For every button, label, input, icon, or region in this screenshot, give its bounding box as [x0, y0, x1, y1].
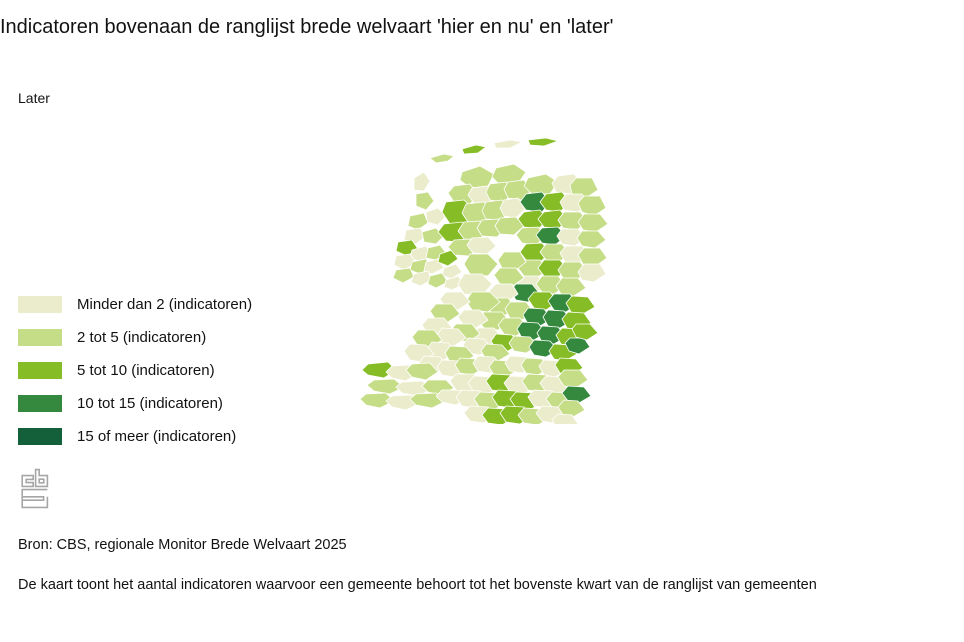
legend-swatch-icon — [18, 395, 62, 412]
legend-item[interactable]: 15 of meer (indicatoren) — [18, 420, 252, 453]
legend-swatch-icon — [18, 296, 62, 313]
chart-footnote: De kaart toont het aantal indicatoren wa… — [18, 577, 817, 593]
legend-item[interactable]: Minder dan 2 (indicatoren) — [18, 288, 252, 321]
legend-item-label: 10 tot 15 (indicatoren) — [77, 395, 223, 412]
map-svg — [359, 137, 609, 424]
legend-item[interactable]: 2 tot 5 (indicatoren) — [18, 321, 252, 354]
legend-item-label: 15 of meer (indicatoren) — [77, 428, 237, 445]
legend-swatch-icon — [18, 362, 62, 379]
chart-subtitle: Later — [18, 90, 50, 106]
legend-item-label: 5 tot 10 (indicatoren) — [77, 362, 215, 379]
legend-item[interactable]: 10 tot 15 (indicatoren) — [18, 387, 252, 420]
legend-item-label: Minder dan 2 (indicatoren) — [77, 296, 253, 313]
legend-swatch-icon — [18, 428, 62, 445]
legend-item[interactable]: 5 tot 10 (indicatoren) — [18, 354, 252, 387]
map-legend: Minder dan 2 (indicatoren) 2 tot 5 (indi… — [18, 288, 252, 453]
legend-item-label: 2 tot 5 (indicatoren) — [77, 329, 207, 346]
choropleth-map-netherlands[interactable] — [358, 132, 648, 424]
legend-swatch-icon — [18, 329, 62, 346]
cbs-logo-icon — [21, 468, 49, 509]
page-title: Indicatoren bovenaan de ranglijst brede … — [0, 16, 614, 38]
cbs-logo — [18, 468, 56, 512]
source-note: Bron: CBS, regionale Monitor Brede Welva… — [18, 537, 347, 553]
